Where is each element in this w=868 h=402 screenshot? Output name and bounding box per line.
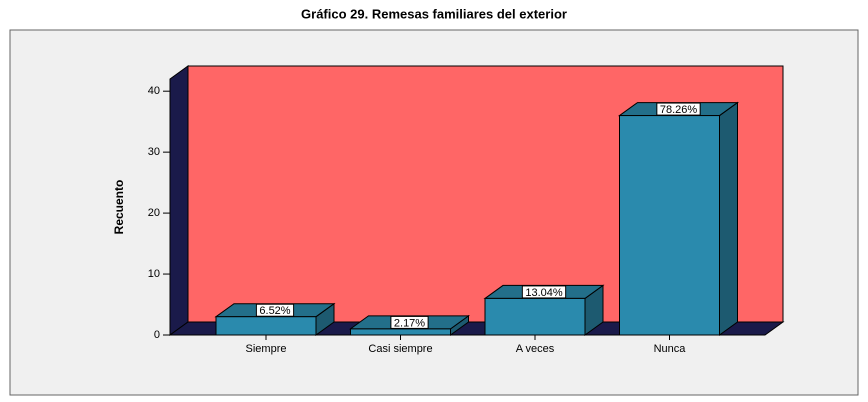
y-tick-label: 30 — [148, 146, 160, 158]
y-axis-label: Recuento — [112, 180, 126, 235]
value-label: 78.26% — [660, 104, 698, 116]
value-label: 13.04% — [525, 287, 563, 299]
value-label: 6.52% — [259, 305, 290, 317]
x-tick-label: Siempre — [246, 343, 287, 355]
value-label-box — [255, 303, 295, 317]
chart-title: Gráfico 29. Remesas familiares del exter… — [301, 6, 567, 21]
x-tick-label: Casi siempre — [368, 343, 432, 355]
bar — [215, 316, 317, 336]
x-tick-label: A veces — [516, 343, 555, 355]
x-tick-label: Nunca — [654, 343, 687, 355]
y-tick-label: 20 — [148, 207, 160, 219]
y-tick-label: 40 — [148, 85, 160, 97]
value-label: 2.17% — [394, 317, 425, 329]
side-wall — [169, 65, 189, 336]
value-label-box — [390, 315, 429, 329]
bar — [484, 297, 586, 336]
bar — [619, 115, 720, 336]
bar-side — [719, 101, 738, 336]
value-label-box — [656, 102, 701, 116]
y-tick-label: 10 — [148, 268, 160, 280]
y-tick-label: 0 — [154, 329, 160, 341]
value-label-box — [521, 285, 567, 299]
bar — [350, 328, 451, 336]
